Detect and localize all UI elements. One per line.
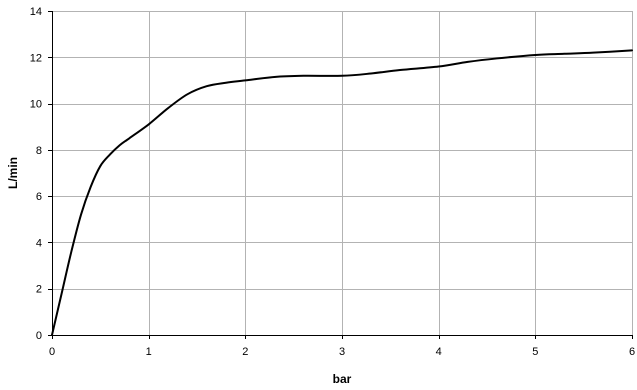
x-tick-label: 5 [532, 346, 538, 358]
x-tick-label: 2 [242, 346, 248, 358]
flow-curve [51, 49, 633, 336]
y-tick-label: 12 [30, 52, 42, 64]
y-tick-label: 0 [36, 330, 42, 342]
y-tick-label: 6 [36, 191, 42, 203]
y-tick-label: 8 [36, 145, 42, 157]
y-axis-title: L/min [6, 157, 20, 189]
x-axis-title: bar [333, 372, 352, 386]
series-layer [51, 49, 633, 336]
grid-layer [52, 11, 633, 335]
x-tick-label: 6 [629, 346, 635, 358]
y-tick-label: 4 [36, 237, 42, 249]
x-tick-label: 1 [146, 346, 152, 358]
y-tick-label: 14 [30, 6, 42, 18]
y-tick-label: 2 [36, 284, 42, 296]
x-tick-label: 3 [339, 346, 345, 358]
x-tick-label: 0 [49, 346, 55, 358]
y-tick-label: 10 [30, 99, 42, 111]
x-tick-label: 4 [436, 346, 442, 358]
